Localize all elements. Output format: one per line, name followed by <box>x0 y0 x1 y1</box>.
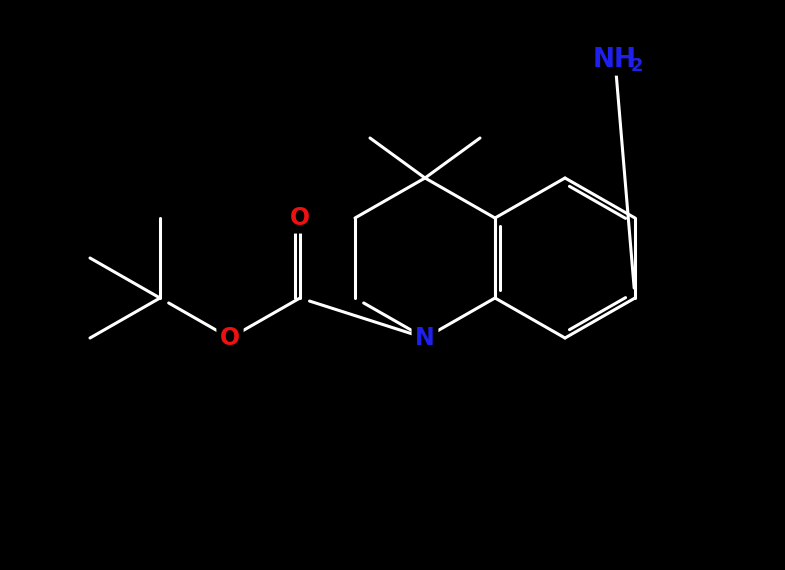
Text: N: N <box>415 326 435 350</box>
Text: O: O <box>220 326 240 350</box>
Text: O: O <box>290 206 310 230</box>
Text: NH: NH <box>593 47 637 73</box>
Text: 2: 2 <box>631 57 643 75</box>
